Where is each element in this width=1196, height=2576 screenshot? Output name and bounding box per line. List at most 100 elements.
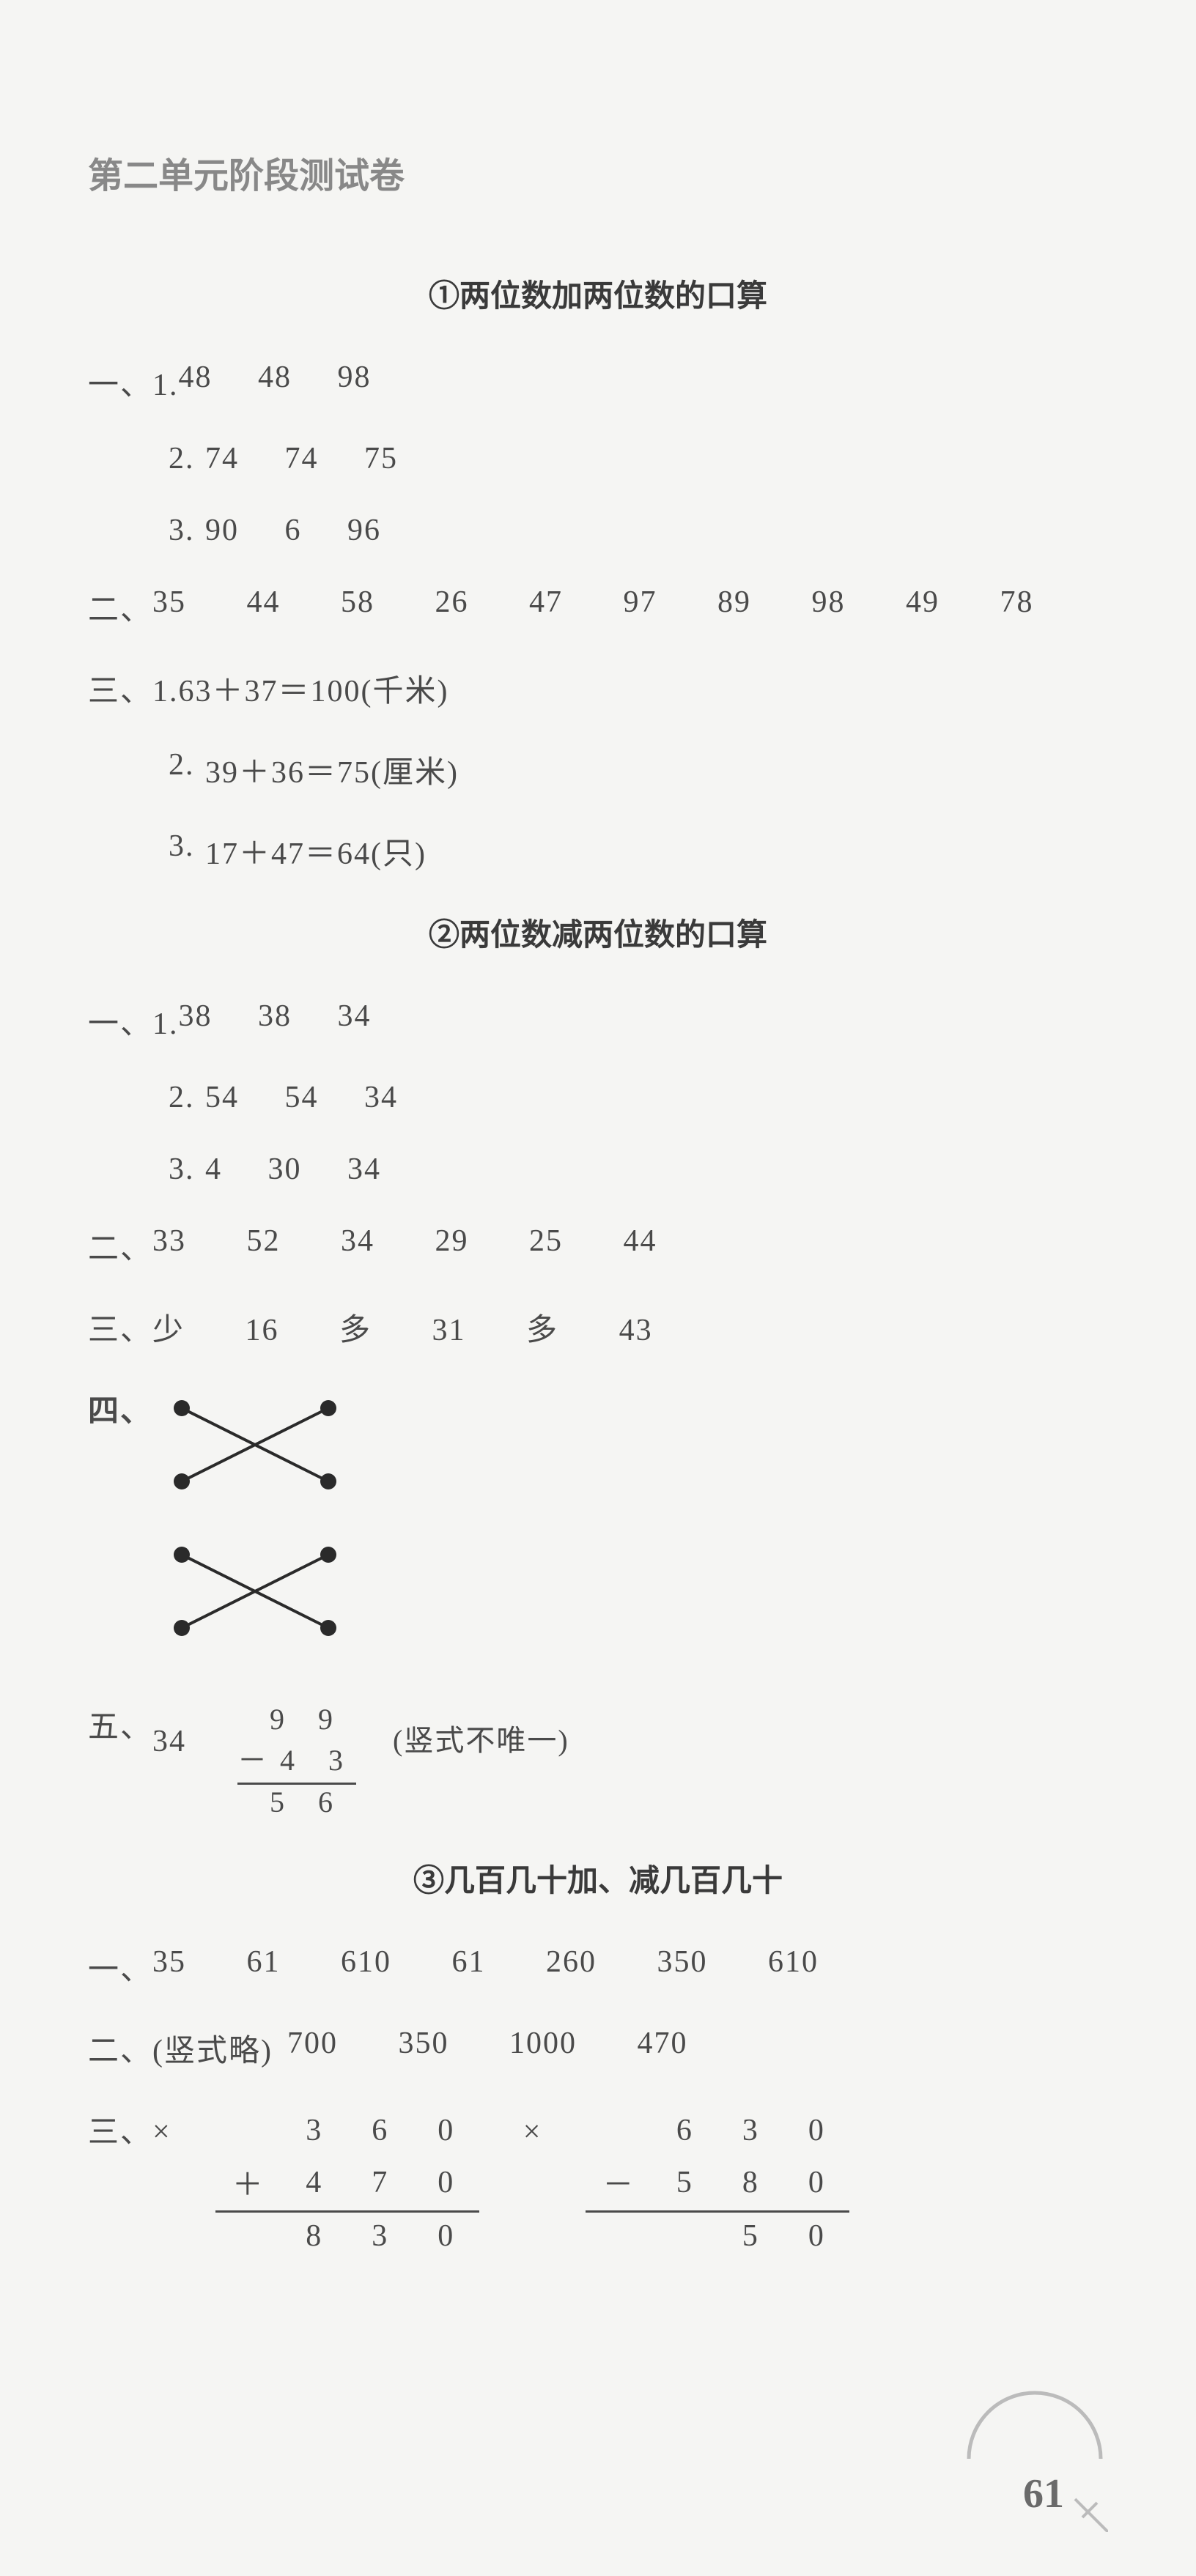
val: 6 (285, 514, 302, 547)
cell: 8 (281, 2212, 347, 2260)
cell: 0 (783, 2107, 849, 2154)
cell: 3 (717, 2107, 783, 2154)
val: 35 (152, 585, 186, 619)
cell: 5 (651, 2154, 717, 2212)
cell: 0 (413, 2154, 479, 2212)
answer-values: 38 38 34 (179, 999, 1108, 1034)
prefix: 3. (169, 513, 205, 548)
val: 98 (812, 585, 846, 619)
val: 78 (1000, 585, 1034, 619)
table-row: 6 3 0 (586, 2107, 849, 2154)
answer-values: 54 54 34 (205, 1080, 1108, 1115)
cell: 5 (717, 2212, 783, 2260)
val: 350 (657, 1945, 708, 1979)
val: 16 (246, 1314, 279, 1347)
note: (竖式不唯一) (393, 1717, 569, 1759)
calc-bottom: 5 6 (248, 1785, 346, 1819)
val: 34 (338, 999, 372, 1033)
matching-svg (167, 1386, 358, 1657)
note: (竖式略) (152, 2026, 273, 2070)
calc-table-2: 6 3 0 － 5 8 0 5 0 (586, 2107, 849, 2259)
val: 96 (347, 514, 381, 547)
val: 多 (526, 1314, 558, 1347)
s1-q3-3: 3. 17＋47＝64(只) (169, 829, 1108, 873)
s1-q3-2: 2. 39＋36＝75(厘米) (169, 747, 1108, 792)
s2-q1-1: 一、1. 38 38 34 (88, 999, 1108, 1043)
s2-q4: 四、 (88, 1386, 1108, 1665)
val: 33 (152, 1224, 186, 1258)
s1-q1-3: 3. 90 6 96 (169, 513, 1108, 548)
val: 260 (546, 1945, 597, 1979)
val: 610 (768, 1945, 819, 1979)
prefix: 2. (169, 441, 205, 476)
val: 30 (268, 1152, 302, 1186)
prefix: 三、1. (88, 666, 179, 711)
val: 54 (205, 1081, 239, 1114)
table-row: 8 3 0 (215, 2212, 479, 2260)
prefix: 四、 (88, 1386, 152, 1431)
s2-q1-3: 3. 4 30 34 (169, 1152, 1108, 1187)
val: 700 (287, 2027, 338, 2060)
answer-values: 33 52 34 29 25 44 (152, 1224, 1108, 1259)
s3-q3: 三、 × 3 6 0 ＋ 4 7 0 8 3 0 × (88, 2107, 1108, 2259)
equation: 17＋47＝64(只) (205, 829, 1108, 873)
val: 52 (247, 1224, 281, 1258)
mark-x: × (152, 2114, 171, 2150)
val: 74 (205, 442, 239, 475)
val: 34 (347, 1152, 381, 1186)
page-number: 61 (1023, 2470, 1064, 2517)
prefix: 一、1. (88, 360, 179, 404)
val: 74 (285, 442, 319, 475)
val: 58 (341, 585, 374, 619)
val: 43 (619, 1314, 653, 1347)
prefix: 二、 (88, 1224, 152, 1268)
section3-title: ③几百几十加、减几百几十 (88, 1856, 1108, 1900)
val: 49 (906, 585, 940, 619)
prefix: 一、1. (88, 999, 179, 1043)
cell (586, 2107, 651, 2154)
cell: 6 (651, 2107, 717, 2154)
s2-q3: 三、 少 16 多 31 多 43 (88, 1305, 1108, 1350)
val: 610 (341, 1945, 391, 1979)
val: 90 (205, 514, 239, 547)
val: 44 (247, 585, 281, 619)
answer-values: 35 61 610 61 260 350 610 (152, 1944, 1108, 1980)
prefix: 3. (169, 1152, 205, 1187)
cell: ＋ (215, 2154, 281, 2212)
val: 47 (529, 585, 563, 619)
cell (215, 2212, 281, 2260)
val: 34 (364, 1081, 398, 1114)
equation: 39＋36＝75(厘米) (205, 747, 1108, 792)
cell (586, 2212, 651, 2260)
table-row: 5 0 (586, 2212, 849, 2260)
cell: 0 (413, 2107, 479, 2154)
val: 4 (205, 1152, 222, 1186)
answer-values: 35 44 58 26 47 97 89 98 49 78 (152, 585, 1108, 620)
calc-top: 9 9 (248, 1702, 346, 1736)
calc-table-1: 3 6 0 ＋ 4 7 0 8 3 0 (215, 2107, 479, 2259)
s3-q1: 一、 35 61 610 61 260 350 610 (88, 1944, 1108, 1989)
val: 48 (258, 360, 292, 394)
val: 75 (364, 442, 398, 475)
val: 61 (452, 1945, 486, 1979)
cell: 0 (783, 2212, 849, 2260)
cell: 0 (783, 2154, 849, 2212)
s1-q1-2: 2. 74 74 75 (169, 441, 1108, 476)
prefix: 3. (169, 829, 205, 864)
cell (651, 2212, 717, 2260)
val: 350 (399, 2027, 449, 2060)
answer-values: 90 6 96 (205, 513, 1108, 548)
cell: 7 (347, 2154, 413, 2212)
cell: 3 (281, 2107, 347, 2154)
prefix: 三、 (88, 1305, 152, 1350)
calc-mid: －4 3 (237, 1736, 356, 1785)
prefix: 一、 (88, 1944, 152, 1989)
prefix: 三、 (88, 2107, 152, 2152)
val: 1000 (509, 2027, 577, 2060)
val: 54 (285, 1081, 319, 1114)
s2-q1-2: 2. 54 54 34 (169, 1080, 1108, 1115)
matching-diagram (167, 1386, 358, 1665)
cell: － (586, 2154, 651, 2212)
val: 98 (338, 360, 372, 394)
answer-values: 74 74 75 (205, 441, 1108, 476)
